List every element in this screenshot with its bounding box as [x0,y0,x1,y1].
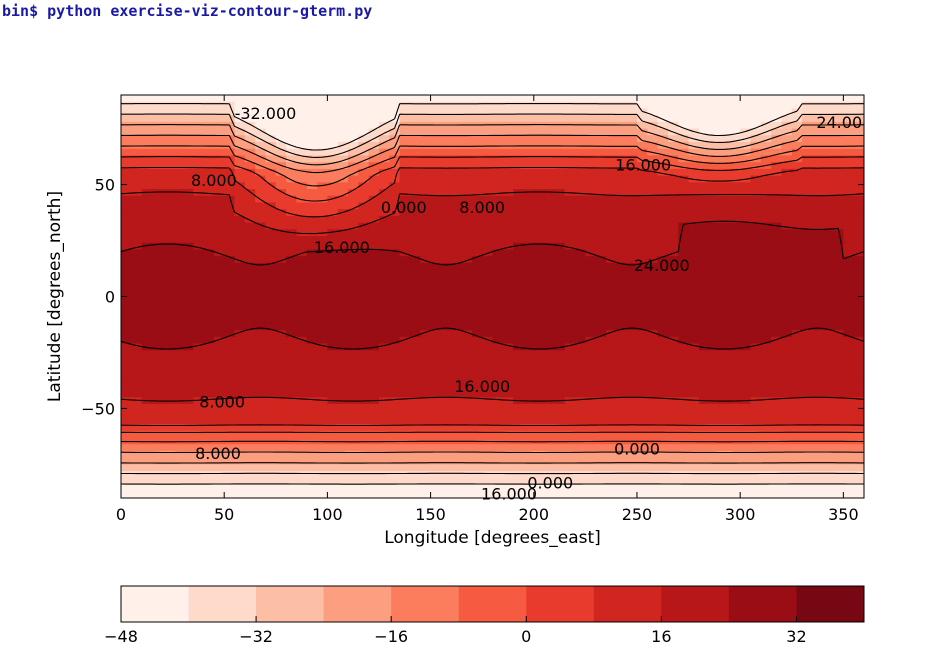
contour-value-label: 24.000 [634,256,690,275]
contour-value-label: 0.000 [527,473,573,492]
colorbar-segment [458,586,527,622]
x-tick-label: 350 [828,505,859,524]
x-tick-label: 150 [415,505,446,524]
contour-value-label: 16.000 [481,485,537,504]
contour-lines [121,103,864,485]
contour-labels: -32.000 24.00 16.000 8.000 0.000 8.000 16.000 2… [191,104,862,504]
x-tick-label: 0 [116,505,126,524]
colorbar-segment [323,586,392,622]
contour-value-label: 16.000 [314,238,370,257]
colorbar-segment [188,586,257,622]
colorbar-segment [256,586,325,622]
colorbar-tick-label: −48 [104,627,138,646]
contour-line [121,134,864,454]
colorbar-tick-label: 32 [786,627,806,646]
colorbar-segment [661,586,730,622]
contour-value-label: 16.000 [454,377,510,396]
terminal-command-line: bin$ python exercise-viz-contour-gterm.p… [2,2,372,20]
contour-value-label: 16.000 [615,155,671,174]
contour-line [121,103,864,485]
x-tick-label: 100 [312,505,343,524]
contour-line [121,191,864,402]
y-axis-ticks: 50 0 −50 [81,176,864,418]
colorbar-tick-label: −16 [374,627,408,646]
colorbar-frame [120,585,865,623]
x-tick-label: 250 [622,505,653,524]
y-tick-label: 0 [105,288,115,307]
contour-value-label: 24.00 [816,113,862,132]
y-tick-label: 50 [95,176,115,195]
x-tick-label: 200 [519,505,550,524]
contour-fill-cells [121,95,864,498]
x-axis-ticks: 0 50 100 150 200 250 300 350 [116,95,859,524]
colorbar-tick-label: −32 [239,627,273,646]
x-tick-label: 300 [725,505,756,524]
colorbar-segment [391,586,460,622]
contour-value-label: 8.000 [191,171,237,190]
contour-line [121,124,864,464]
colorbar-tick-label: 16 [651,627,671,646]
contour-line [121,156,864,433]
contour-value-label: 8.000 [195,444,241,463]
contour-plot-area [121,95,864,498]
contour-value-label: -32.000 [235,104,297,123]
x-tick-label: 50 [214,505,234,524]
contour-value-label: 0.000 [381,198,427,217]
contour-line [121,166,864,427]
colorbar-tick-label: 0 [521,627,531,646]
contour-line [121,113,864,475]
shell-command: python exercise-viz-contour-gterm.py [47,2,373,20]
colorbar-segment [796,586,865,622]
x-axis-label: Longitude [degrees_east] [384,528,601,548]
shell-prompt: bin$ [2,2,39,20]
contour-line [121,220,864,350]
contour-value-label: 0.000 [614,440,660,459]
y-axis-label: Latitude [degrees_north] [45,191,65,402]
colorbar-segment [526,586,595,622]
colorbar-segment [121,586,190,622]
contour-value-label: 8.000 [459,198,505,217]
colorbar-segment [728,586,797,622]
colorbar-segment [593,586,662,622]
contour-value-label: 8.000 [199,393,245,412]
y-tick-label: −50 [81,399,115,418]
contour-line [121,145,864,443]
colorbar: −48 −32 −16 0 16 32 [104,585,865,646]
